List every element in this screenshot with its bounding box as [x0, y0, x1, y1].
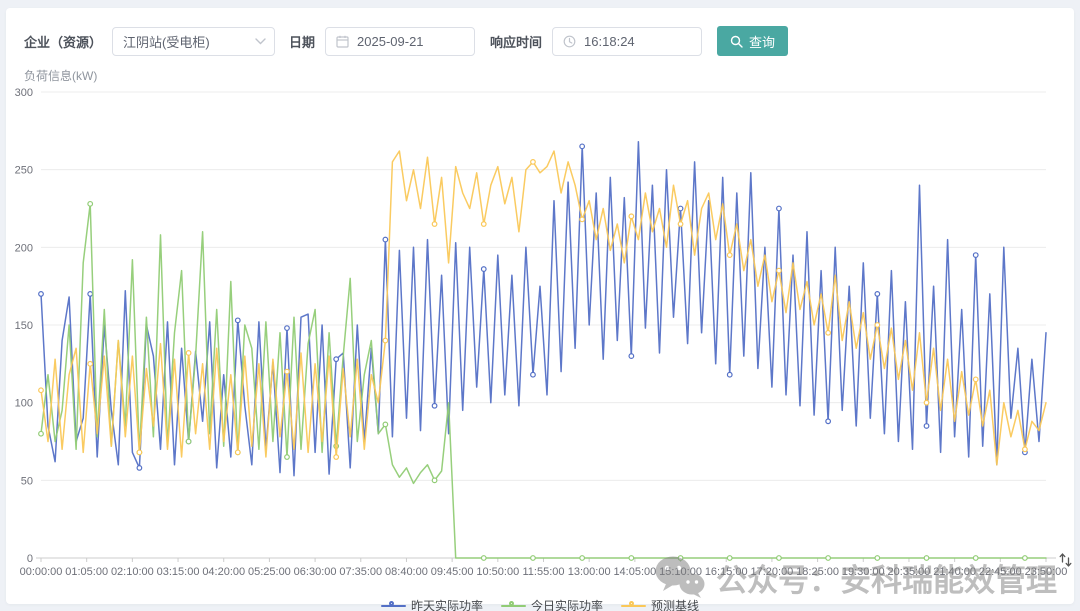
panel: 企业（资源） 江阴站(受电柜) 日期 2025-09-21 响应时间 16:1: [6, 8, 1074, 611]
svg-text:06:30:00: 06:30:00: [294, 566, 337, 578]
chart-legend: 昨天实际功率 今日实际功率 预测基线: [6, 597, 1074, 611]
legend-label: 预测基线: [651, 599, 700, 611]
response-time-label: 响应时间: [490, 34, 543, 50]
legend-marker-icon: [380, 601, 406, 610]
svg-text:19:30:00: 19:30:00: [842, 566, 885, 578]
date-input[interactable]: 2025-09-21: [325, 26, 476, 56]
svg-text:250: 250: [15, 165, 33, 177]
y-axis-title: 负荷信息(kW): [24, 69, 98, 83]
svg-text:04:20:00: 04:20:00: [202, 566, 245, 578]
legend-item[interactable]: 今日实际功率: [500, 597, 603, 611]
search-icon: [730, 35, 743, 48]
response-time-value: 16:18:24: [584, 33, 635, 49]
legend-item[interactable]: 预测基线: [621, 597, 699, 611]
svg-text:21:40:00: 21:40:00: [933, 566, 976, 578]
clock-icon: [563, 35, 576, 48]
svg-text:11:55:00: 11:55:00: [522, 566, 564, 578]
svg-text:05:25:00: 05:25:00: [248, 566, 291, 578]
svg-text:100: 100: [15, 398, 33, 410]
legend-marker-icon: [621, 601, 646, 610]
svg-text:02:10:00: 02:10:00: [111, 566, 154, 578]
svg-text:10:50:00: 10:50:00: [476, 566, 519, 578]
svg-text:50: 50: [21, 475, 33, 487]
chevron-down-icon: [255, 37, 266, 45]
legend-item[interactable]: 昨天实际功率: [380, 597, 483, 611]
legend-label: 今日实际功率: [530, 599, 603, 611]
svg-text:16:15:00: 16:15:00: [705, 566, 748, 578]
line-chart: 0 50 100 150 200 250 300 00:00:00 01:05:00 02:10:…: [15, 87, 1068, 578]
svg-text:07:35:00: 07:35:00: [339, 566, 382, 578]
svg-text:13:00:00: 13:00:00: [568, 566, 611, 578]
svg-text:23:50:00: 23:50:00: [1025, 566, 1068, 578]
svg-text:0: 0: [27, 553, 33, 565]
svg-text:14:05:00: 14:05:00: [613, 566, 656, 578]
response-time-input[interactable]: 16:18:24: [552, 26, 703, 56]
svg-text:15:10:00: 15:10:00: [659, 566, 702, 578]
svg-text:20:35:00: 20:35:00: [888, 566, 931, 578]
svg-text:17:20:00: 17:20:00: [750, 566, 793, 578]
svg-text:08:40:00: 08:40:00: [385, 566, 428, 578]
toolbar: 企业（资源） 江阴站(受电柜) 日期 2025-09-21 响应时间 16:1: [24, 26, 789, 56]
date-value: 2025-09-21: [357, 33, 424, 49]
svg-text:03:15:00: 03:15:00: [157, 566, 200, 578]
svg-text:01:05:00: 01:05:00: [65, 566, 108, 578]
svg-text:150: 150: [15, 320, 33, 332]
sort-icon: [1058, 553, 1073, 572]
svg-text:09:45:00: 09:45:00: [431, 566, 474, 578]
svg-text:300: 300: [15, 87, 33, 99]
calendar-icon: [336, 35, 349, 48]
query-button-label: 查询: [749, 34, 776, 50]
svg-text:00:00:00: 00:00:00: [20, 566, 63, 578]
svg-text:22:45:00: 22:45:00: [979, 566, 1022, 578]
query-button[interactable]: 查询: [717, 26, 789, 56]
enterprise-label: 企业（资源）: [24, 34, 103, 50]
enterprise-select-value: 江阴站(受电柜): [123, 34, 210, 50]
legend-label: 昨天实际功率: [410, 599, 483, 611]
svg-text:18:25:00: 18:25:00: [796, 566, 839, 578]
enterprise-select[interactable]: 江阴站(受电柜): [112, 26, 276, 56]
svg-text:200: 200: [15, 242, 33, 254]
legend-marker-icon: [500, 601, 526, 610]
date-label: 日期: [289, 34, 316, 50]
